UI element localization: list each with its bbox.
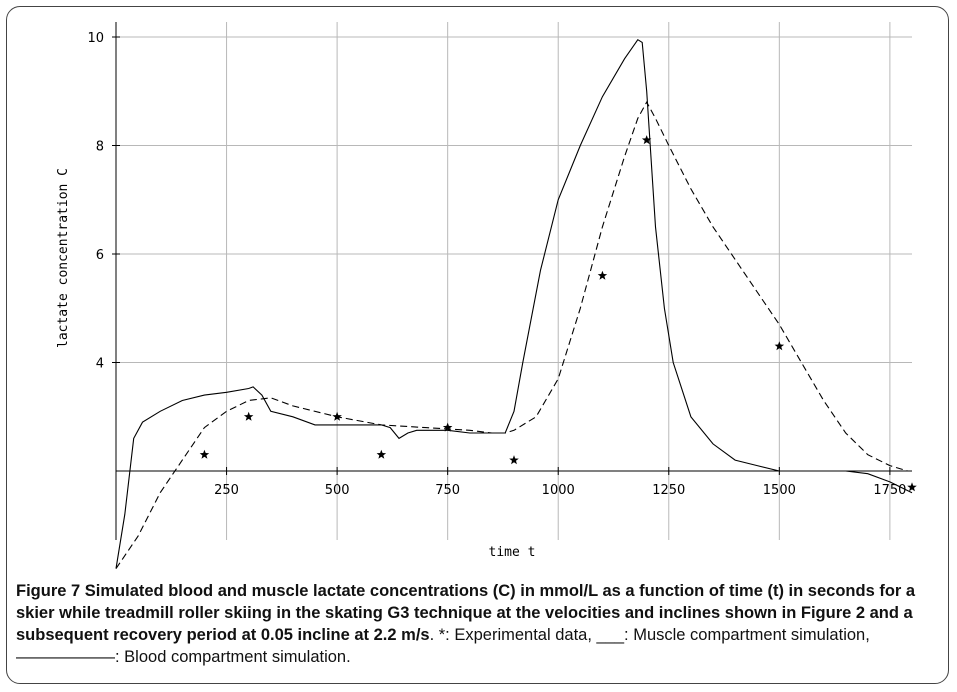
x-tick-label: 1000: [542, 483, 575, 498]
experimental-point: [332, 411, 342, 421]
x-tick-label: 500: [325, 483, 350, 498]
experimental-points: [199, 135, 917, 492]
lactate-chart: 250 500 750 1000 1250 1500 1750 4 6 8 10 lactate …: [56, 22, 917, 569]
y-tick-label: 6: [96, 248, 104, 263]
caption-bold-text: Simulated blood and muscle lactate conce…: [16, 582, 916, 644]
x-tick-label: 1250: [652, 483, 685, 498]
experimental-point: [442, 422, 453, 432]
experimental-point: [774, 341, 785, 351]
x-tick-label: 750: [435, 483, 460, 498]
x-tick-label: 1500: [763, 483, 796, 498]
y-tick-label: 8: [96, 140, 104, 155]
x-axis-label: time t: [489, 545, 536, 560]
series-lines: [115, 38, 913, 569]
x-tick-labels: 250 500 750 1000 1250 1500 1750: [214, 483, 906, 498]
figure-caption: Figure 7 Simulated blood and muscle lact…: [16, 580, 941, 668]
grid: [116, 22, 912, 540]
x-tick-label: 250: [214, 483, 239, 498]
experimental-point: [597, 270, 608, 280]
experimental-point: [376, 449, 387, 459]
experimental-point: [907, 482, 917, 492]
caption-figure-label: Figure 7: [16, 582, 81, 600]
experimental-point: [641, 135, 652, 145]
blood-compartment-line: [115, 100, 908, 569]
y-tick-label: 4: [96, 357, 104, 372]
y-tick-label: 10: [87, 31, 104, 46]
x-tick-label: 1750: [873, 483, 906, 498]
y-tick-labels: 4 6 8 10: [87, 31, 104, 372]
caption-plain-text: . *: Experimental data, ___: Muscle comp…: [16, 626, 870, 666]
experimental-point: [199, 449, 210, 459]
experimental-point: [243, 411, 254, 421]
muscle-compartment-line: [115, 38, 913, 569]
experimental-point: [509, 455, 519, 465]
figure-frame: [6, 6, 949, 684]
y-axis-label: lactate concentration C: [56, 168, 71, 348]
